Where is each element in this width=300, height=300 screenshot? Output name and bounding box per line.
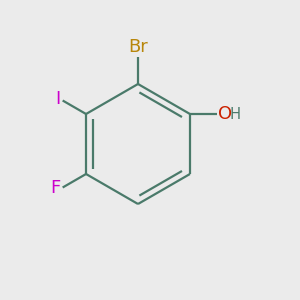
Text: F: F [51,179,61,197]
Text: Br: Br [128,38,148,56]
Text: H: H [230,107,241,122]
Text: I: I [56,90,61,108]
Text: O: O [218,105,232,123]
